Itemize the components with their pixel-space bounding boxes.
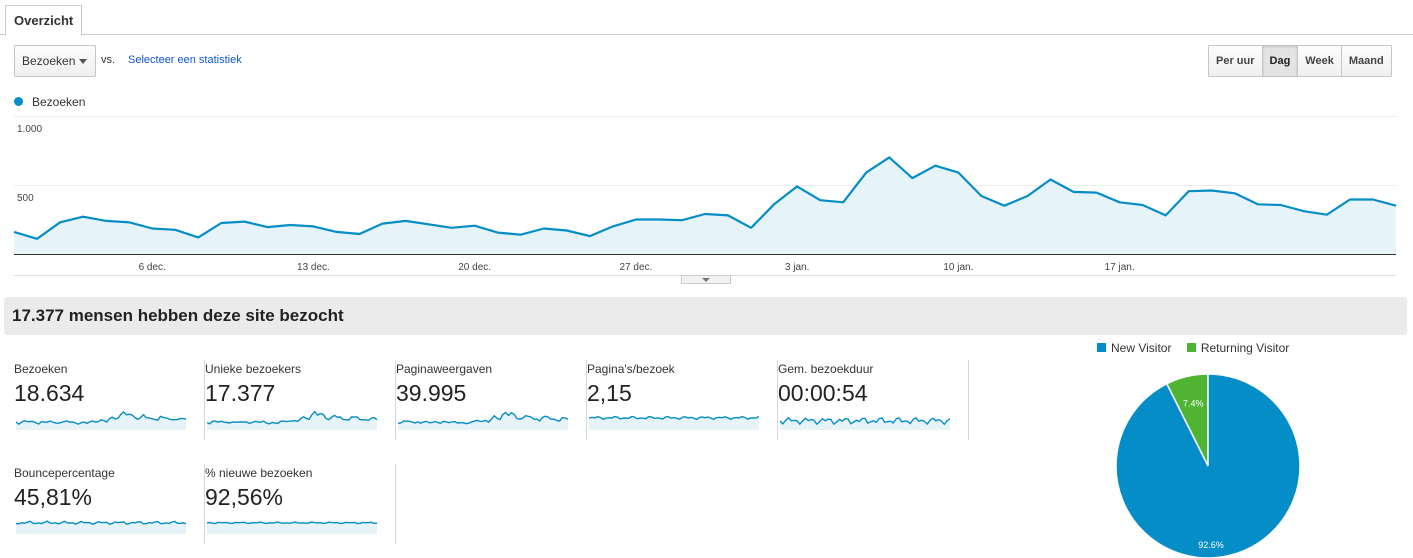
y-tick-label: 1.000 <box>17 124 42 135</box>
x-tick-label: 6 dec. <box>139 262 166 273</box>
legend-label: Bezoeken <box>32 95 86 109</box>
x-tick-label: 27 dec. <box>619 262 652 273</box>
sparkline-line <box>207 521 377 525</box>
metric-select-value: Bezoeken <box>22 54 76 68</box>
metric-value: 45,81% <box>14 484 93 510</box>
metric-value: 17.377 <box>205 380 276 406</box>
x-tick-label: 17 jan. <box>1105 262 1135 273</box>
series-dot-icon <box>14 97 23 106</box>
sparkline-area <box>207 411 377 430</box>
sparkline-area <box>16 412 186 430</box>
sparkline-area <box>780 417 950 430</box>
chevron-down-icon <box>79 59 87 64</box>
series-area <box>14 157 1396 254</box>
sparkline-area <box>207 522 377 534</box>
square-icon <box>1186 343 1196 352</box>
metric-tile-bouncepercentage[interactable]: Bouncepercentage 45,81% <box>14 464 205 544</box>
metric-label: Bouncepercentage <box>14 466 115 480</box>
sparkline-line <box>398 411 568 425</box>
pie-slice-new-visitor[interactable] <box>1115 373 1301 558</box>
pie-legend: New Visitor Returning Visitor <box>1097 341 1301 355</box>
sparkline <box>589 415 759 430</box>
pie-legend-returning[interactable]: Returning Visitor <box>1186 341 1290 355</box>
period-button-week[interactable]: Week <box>1298 46 1342 76</box>
series-line <box>13 156 1397 240</box>
x-tick-label: 3 jan. <box>785 262 809 273</box>
x-tick-label: 20 dec. <box>458 262 491 273</box>
pie-slice-label: 7.4% <box>1183 398 1204 408</box>
visits-line-chart[interactable]: 1.000 500 6 dec. 13 dec. 20 dec. 27 dec. 3 jan… <box>0 112 1413 287</box>
metric-tile-nieuwe-bezoeken[interactable]: % nieuwe bezoeken 92,56% <box>205 464 396 544</box>
metric-label: Bezoeken <box>14 362 68 376</box>
metric-tile-paginas-per-bezoek[interactable]: Pagina's/bezoek 2,15 <box>587 360 778 440</box>
sparkline <box>16 520 186 534</box>
pie-legend-label: Returning Visitor <box>1200 341 1290 355</box>
sparkline <box>16 411 186 430</box>
summary-header: 17.377 mensen hebben deze site bezocht <box>4 297 1407 335</box>
x-tick-label: 10 jan. <box>943 262 973 273</box>
pie-slice-label: 92.6% <box>1198 540 1224 550</box>
sparkline <box>780 416 950 430</box>
metric-select[interactable]: Bezoeken <box>14 45 96 77</box>
square-icon <box>1097 343 1106 352</box>
chart-legend[interactable]: Bezoeken <box>14 95 85 109</box>
sparkline-line <box>780 416 950 426</box>
metric-label: Unieke bezoekers <box>205 362 302 376</box>
metric-value: 92,56% <box>205 484 284 510</box>
metric-value: 2,15 <box>587 380 632 406</box>
period-button-maand[interactable]: Maand <box>1341 46 1391 76</box>
select-stat-link[interactable]: Selecteer een statistiek <box>128 54 242 66</box>
sparkline <box>398 411 568 430</box>
period-selector: Per uur Dag Week Maand <box>1208 45 1392 77</box>
period-button-per-uur[interactable]: Per uur <box>1209 46 1263 76</box>
metric-tile-paginaweergaven[interactable]: Paginaweergaven 39.995 <box>396 360 587 440</box>
summary-title: 17.377 mensen hebben deze site bezocht <box>12 306 344 325</box>
metric-value: 39.995 <box>396 380 467 406</box>
sparkline <box>207 521 377 534</box>
chevron-down-icon <box>702 278 710 282</box>
sparkline-line <box>589 415 759 421</box>
sparkline-line <box>207 410 377 425</box>
sparkline-line <box>16 411 186 425</box>
sparkline <box>207 410 377 430</box>
sparkline-area <box>589 416 759 430</box>
metric-value: 18.634 <box>14 380 85 406</box>
period-button-dag[interactable]: Dag <box>1262 46 1299 76</box>
metric-label: % nieuwe bezoeken <box>205 466 313 480</box>
metric-label: Pagina's/bezoek <box>587 362 675 376</box>
y-tick-label: 500 <box>17 193 34 204</box>
tab-overzicht[interactable]: Overzicht <box>5 5 83 36</box>
metric-tile-unieke-bezoekers[interactable]: Unieke bezoekers 17.377 <box>205 360 396 440</box>
pie-legend-new[interactable]: New Visitor <box>1097 341 1171 355</box>
metric-label: Gem. bezoekduur <box>778 362 874 376</box>
x-tick-label: 13 dec. <box>297 262 330 273</box>
metric-tile-gem-bezoekduur[interactable]: Gem. bezoekduur 00:00:54 <box>778 360 969 440</box>
tab-bar: Overzicht <box>0 0 1413 36</box>
metric-value: 00:00:54 <box>778 380 868 406</box>
vs-label: vs. <box>101 54 116 66</box>
pie-legend-label: New Visitor <box>1111 341 1172 355</box>
sparkline-line <box>16 520 186 525</box>
metric-tile-bezoeken[interactable]: Bezoeken 18.634 <box>14 360 205 440</box>
metric-label: Paginaweergaven <box>396 362 493 376</box>
visitor-type-pie-chart[interactable]: 7.4% 92.6% <box>1105 366 1311 558</box>
